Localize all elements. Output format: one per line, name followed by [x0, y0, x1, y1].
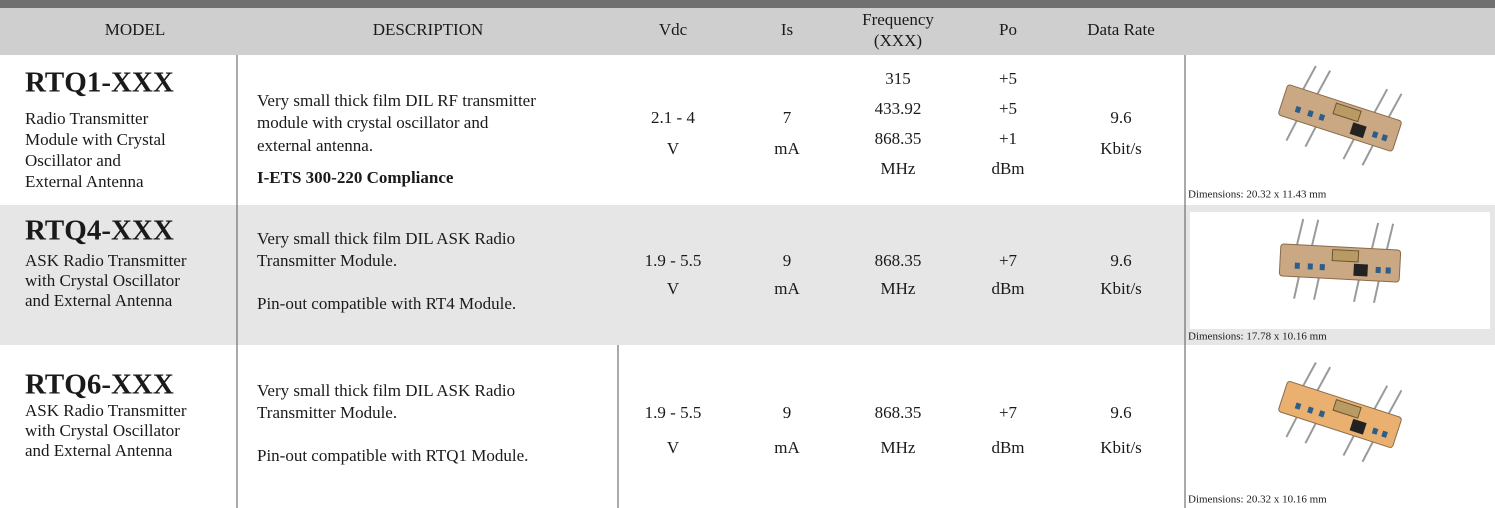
frequency-value: MHz [881, 159, 916, 178]
frequency-value: 868.35 [875, 129, 922, 148]
header-frequency: (XXX) [874, 31, 922, 50]
model-name: RTQ6-XXX [25, 369, 174, 401]
frequency-value: 868.35 [875, 251, 922, 270]
table-row [0, 55, 1495, 205]
data-rate-value: Kbit/s [1100, 139, 1142, 158]
po-value: dBm [991, 279, 1024, 298]
is-value: 7 [783, 108, 792, 127]
data-rate-value: Kbit/s [1100, 279, 1142, 298]
po-value: +5 [999, 69, 1017, 88]
note: Pin-out compatible with RTQ1 Module. [257, 446, 528, 465]
is-value: mA [774, 279, 800, 298]
model-subtitle: Radio Transmitter [25, 109, 149, 128]
model-subtitle: ASK Radio Transmitter [25, 401, 187, 420]
po-value: +1 [999, 129, 1017, 148]
component [1376, 267, 1381, 273]
chip [1353, 264, 1368, 277]
data-rate-value: 9.6 [1110, 403, 1131, 422]
po-value: dBm [991, 159, 1024, 178]
component [1386, 267, 1391, 273]
component [1320, 264, 1325, 270]
is-value: 9 [783, 403, 792, 422]
description: external antenna. [257, 136, 373, 155]
note: Pin-out compatible with RT4 Module. [257, 294, 516, 313]
header-is: Is [781, 20, 793, 39]
description: Very small thick film DIL ASK Radio [257, 229, 515, 248]
po-value: +5 [999, 99, 1017, 118]
model-subtitle: with Crystal Oscillator [25, 271, 180, 290]
vdc-value: V [667, 279, 680, 298]
model-name: RTQ1-XXX [25, 67, 174, 99]
po-value: +7 [999, 403, 1018, 422]
model-subtitle: and External Antenna [25, 291, 173, 310]
description: Very small thick film DIL ASK Radio [257, 381, 515, 400]
component [1308, 263, 1313, 269]
crystal [1332, 250, 1359, 262]
dimensions: Dimensions: 17.78 x 10.16 mm [1188, 331, 1327, 343]
is-value: mA [774, 139, 800, 158]
header-row [0, 8, 1495, 55]
vdc-value: 1.9 - 5.5 [645, 403, 702, 422]
dimensions: Dimensions: 20.32 x 10.16 mm [1188, 494, 1327, 506]
frequency-value: 315 [885, 69, 911, 88]
po-value: +7 [999, 251, 1018, 270]
model-subtitle: Module with Crystal [25, 130, 166, 149]
product-table: MODEL DESCRIPTION Vdc Is Frequency (XXX)… [0, 0, 1495, 508]
model-subtitle: External Antenna [25, 172, 144, 191]
description: module with crystal oscillator and [257, 113, 489, 132]
model-name: RTQ4-XXX [25, 215, 174, 247]
model-subtitle: and External Antenna [25, 441, 173, 460]
frequency-value: MHz [881, 438, 916, 457]
is-value: mA [774, 438, 800, 457]
header-description: DESCRIPTION [373, 20, 484, 39]
is-value: 9 [783, 251, 792, 270]
dimensions: Dimensions: 20.32 x 11.43 mm [1188, 189, 1327, 201]
compliance: I-ETS 300-220 Compliance [257, 168, 454, 187]
header-po: Po [999, 20, 1017, 39]
vdc-value: V [667, 139, 680, 158]
model-subtitle: with Crystal Oscillator [25, 421, 180, 440]
description: Transmitter Module. [257, 251, 397, 270]
data-rate-value: 9.6 [1110, 251, 1131, 270]
vdc-value: 1.9 - 5.5 [645, 251, 702, 270]
header-data-rate: Data Rate [1087, 20, 1155, 39]
po-value: dBm [991, 438, 1024, 457]
frequency-value: MHz [881, 279, 916, 298]
top-strip [0, 0, 1495, 8]
component [1295, 263, 1300, 269]
table-row [0, 345, 1495, 508]
frequency-value: 868.35 [875, 403, 922, 422]
model-subtitle: Oscillator and [25, 151, 121, 170]
vdc-value: 2.1 - 4 [651, 108, 695, 127]
model-subtitle: ASK Radio Transmitter [25, 251, 187, 270]
data-rate-value: Kbit/s [1100, 438, 1142, 457]
description: Transmitter Module. [257, 403, 397, 422]
header-frequency: Frequency [862, 10, 934, 29]
header-model: MODEL [105, 20, 165, 39]
vdc-value: V [667, 438, 680, 457]
header-vdc: Vdc [659, 20, 688, 39]
data-rate-value: 9.6 [1110, 108, 1131, 127]
description: Very small thick film DIL RF transmitter [257, 91, 536, 110]
frequency-value: 433.92 [875, 99, 922, 118]
